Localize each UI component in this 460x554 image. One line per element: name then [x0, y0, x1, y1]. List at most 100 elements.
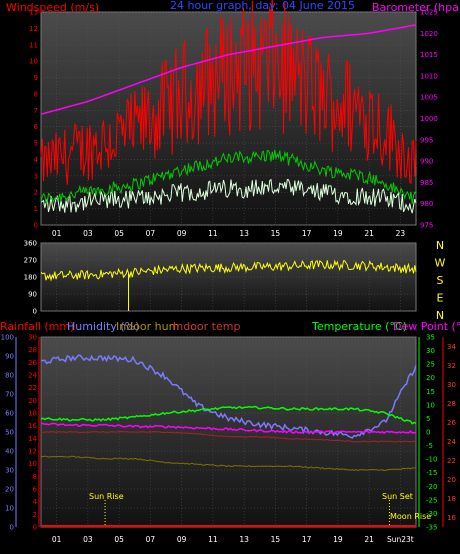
direction-tick-label: 0: [33, 308, 37, 316]
temp-tick-label: -30: [426, 510, 437, 518]
x-tick-label: 21: [364, 229, 374, 238]
baro-series: [40, 24, 417, 115]
x-tick-label: 15: [271, 229, 281, 238]
wind-tick-label: 13: [29, 9, 38, 17]
temp-tick-label: -15: [426, 469, 437, 477]
wind-tick-label: 6: [34, 123, 39, 131]
humidity-tick-label: 20: [5, 486, 14, 494]
temp-tick-label: 0: [426, 429, 430, 437]
temp-tick-label: 20: [426, 374, 435, 382]
indoor-hum-title: Indoor hum: [116, 320, 179, 333]
rain-tick-label: 4: [33, 498, 38, 506]
wind-tick-label: 9: [34, 74, 38, 82]
temp-tick-label: 35: [426, 334, 435, 342]
dew-axis-title: Dew Point (°C): [393, 320, 460, 333]
indoor-temp-tick-label: 20: [447, 476, 456, 484]
rain-tick-label: 2: [33, 511, 37, 519]
baro-tick-label: 975: [420, 222, 433, 230]
baro-tick-label: 995: [420, 136, 433, 144]
indoor-temp-tick-label: 34: [447, 343, 456, 351]
temperature-series: [40, 405, 417, 425]
wind-tick-label: 12: [29, 25, 38, 33]
wind-tick-label: 0: [34, 222, 38, 230]
x-tick-label: 19: [333, 229, 343, 238]
indoor-temp-tick-label: 28: [447, 400, 456, 408]
temp-tick-label: -35: [426, 524, 437, 532]
chart-title: 24 hour graph, day: 04 June 2015: [170, 0, 355, 12]
rain-tick-label: 18: [28, 410, 37, 418]
rain-tick-label: 30: [28, 334, 37, 342]
x-tick-label: 03: [83, 229, 93, 238]
humidity-tick-label: 100: [1, 334, 14, 342]
compass-label: W: [435, 257, 446, 270]
sunset-label: Sun Set: [382, 492, 413, 501]
compass-label: N: [436, 309, 444, 322]
x-tick-label: 01: [52, 535, 62, 544]
wind-tick-label: 7: [34, 107, 38, 115]
rain-tick-label: 6: [33, 486, 38, 494]
x-tick-label: 09: [177, 535, 187, 544]
x-tick-label: 13: [239, 229, 249, 238]
temp-tick-label: 5: [426, 415, 430, 423]
wind-gust-series: [40, 0, 417, 185]
indoor-temp-tick-label: 16: [447, 514, 456, 522]
x-tick-label: 05: [114, 229, 124, 238]
wind-tick-label: 5: [34, 140, 38, 148]
temp-tick-label: 25: [426, 361, 435, 369]
direction-tick-label: 270: [24, 257, 37, 265]
indoor-hum-series: [40, 455, 417, 472]
x-tick-label: 11: [208, 229, 218, 238]
wind-tick-label: 10: [29, 58, 38, 66]
humidity-tick-label: 40: [5, 448, 14, 456]
rain-tick-label: 26: [28, 359, 37, 367]
baro-tick-label: 990: [420, 158, 433, 166]
rain-tick-label: 14: [28, 435, 37, 443]
humidity-axis-title: Humidity (%): [67, 320, 139, 333]
indoor-temp-series: [40, 430, 417, 443]
temp-tick-label: -25: [426, 496, 437, 504]
x-tick-label: 09: [177, 229, 187, 238]
wind-tick-label: 1: [34, 205, 38, 213]
rain-tick-label: 24: [28, 372, 37, 380]
direction-tick-label: 90: [28, 291, 37, 299]
indoor-temp-tick-label: 32: [447, 362, 456, 370]
wind-low-series: [40, 178, 417, 214]
wind-tick-label: 4: [34, 156, 39, 164]
dew-point-series: [40, 422, 417, 435]
x-tick-label: 17: [302, 229, 312, 238]
x-tick-label: 21: [364, 535, 374, 544]
baro-axis-title: Barometer (hpa): [372, 1, 460, 14]
temp-tick-label: -10: [426, 456, 437, 464]
x-tick-label: 15: [271, 535, 281, 544]
indoor-temp-tick-label: 26: [447, 419, 456, 427]
indoor-temp-tick-label: 24: [447, 438, 456, 446]
temp-tick-label: 10: [426, 401, 435, 409]
baro-tick-label: 1020: [420, 30, 438, 38]
humidity-tick-label: 70: [5, 391, 14, 399]
rain-tick-label: 22: [28, 384, 37, 392]
rain-tick-label: 8: [33, 473, 37, 481]
indoor-temp-tick-label: 30: [447, 381, 456, 389]
baro-tick-label: 1010: [420, 72, 438, 80]
humidity-tick-label: 10: [5, 505, 14, 513]
humidity-tick-label: 80: [5, 372, 14, 380]
direction-tick-label: 180: [24, 274, 37, 282]
compass-label: N: [436, 239, 444, 252]
wind-tick-label: 11: [29, 41, 38, 49]
humidity-tick-label: 60: [5, 410, 14, 418]
baro-tick-label: 1025: [420, 9, 438, 17]
moonrise-label: Moon Rise: [390, 512, 431, 521]
x-tick-label: 17: [302, 535, 312, 544]
wind-tick-label: 3: [34, 172, 38, 180]
humidity-tick-label: 50: [5, 429, 14, 437]
x-tick-label: 23: [396, 229, 406, 238]
baro-tick-label: 1015: [420, 51, 438, 59]
compass-label: S: [437, 274, 444, 287]
baro-tick-label: 980: [420, 200, 433, 208]
x-tick-label: 01: [52, 229, 62, 238]
humidity-series: [40, 354, 417, 439]
rain-tick-label: 12: [28, 448, 37, 456]
x-tick-label: Sun23t: [387, 535, 414, 544]
